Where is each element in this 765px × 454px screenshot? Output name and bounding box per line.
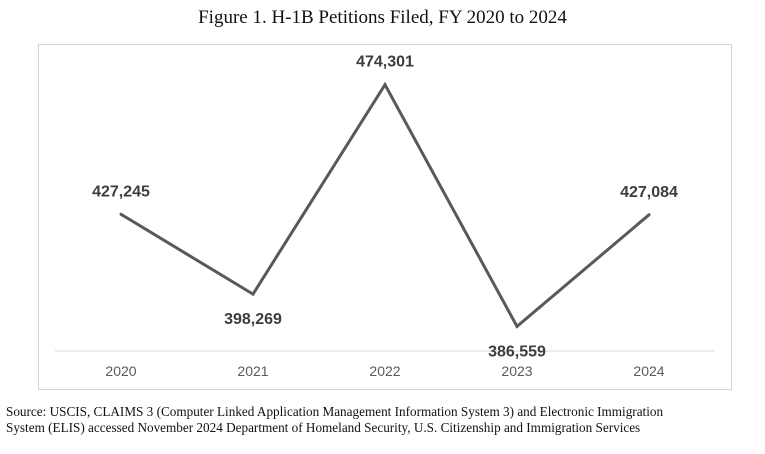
x-tick-label-2022: 2022 [369, 363, 400, 379]
data-label-2022: 474,301 [356, 54, 414, 71]
series-line [120, 81, 650, 329]
data-labels: 427,245 398,269 474,301 386,559 427,084 [92, 54, 678, 361]
chart-frame [38, 44, 732, 390]
source-line-2: System (ELIS) accessed November 2024 Dep… [6, 420, 641, 435]
data-label-2024: 427,084 [620, 184, 678, 201]
source-note: Source: USCIS, CLAIMS 3 (Computer Linked… [6, 404, 761, 436]
x-tick-label-2021: 2021 [237, 363, 268, 379]
source-line-1: Source: USCIS, CLAIMS 3 (Computer Linked… [6, 404, 664, 419]
data-point-2022 [383, 83, 387, 87]
x-tick-label-2023: 2023 [501, 363, 532, 379]
x-tick-labels: 2020 2021 2022 2023 2024 [105, 363, 664, 379]
data-point-2020 [119, 212, 123, 216]
series-layer [119, 81, 651, 329]
chart-title: Figure 1. H-1B Petitions Filed, FY 2020 … [198, 7, 567, 28]
data-label-2023: 386,559 [488, 343, 546, 360]
x-tick-label-2020: 2020 [105, 363, 136, 379]
data-point-2023 [515, 324, 519, 328]
data-point-2021 [251, 292, 255, 296]
data-label-2020: 427,245 [92, 183, 150, 200]
data-point-2024 [647, 213, 651, 217]
data-label-2021: 398,269 [224, 311, 282, 328]
x-tick-label-2024: 2024 [633, 363, 664, 379]
